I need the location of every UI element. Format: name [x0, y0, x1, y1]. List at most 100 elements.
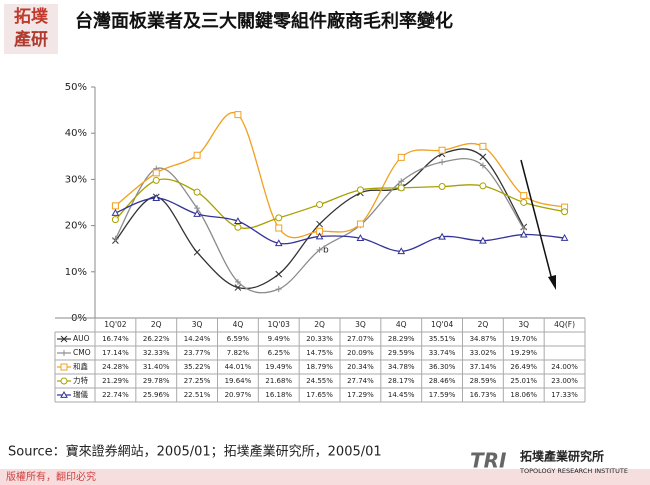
point — [439, 159, 446, 166]
table-value: 16.18% — [265, 391, 292, 399]
point — [234, 217, 242, 225]
table-value: 7.82% — [227, 349, 250, 357]
table-value: 21.29% — [102, 377, 129, 385]
y-tick-label: 10% — [65, 267, 87, 278]
point — [193, 188, 201, 196]
table-value: 19.29% — [510, 349, 537, 357]
legend-label: 瑞儀 — [73, 389, 88, 399]
table-value: 17.65% — [306, 391, 333, 399]
table-value: 33.02% — [470, 349, 497, 357]
series-line — [114, 157, 525, 294]
table-value: 19.64% — [225, 377, 252, 385]
x-tick-label: 4Q — [233, 320, 244, 329]
table-value: 20.09% — [347, 349, 374, 357]
table-value: 20.33% — [306, 335, 333, 343]
table-value: 18.79% — [306, 363, 333, 371]
point — [60, 335, 68, 343]
point — [356, 186, 364, 194]
table-value: 28.59% — [470, 377, 497, 385]
point — [234, 278, 241, 285]
x-tick-label: 3Q — [518, 320, 529, 329]
point — [152, 194, 161, 201]
point — [152, 169, 160, 177]
table-value: 35.51% — [429, 335, 456, 343]
table-value: 25.01% — [510, 377, 537, 385]
point — [112, 235, 119, 242]
x-tick-label: 4Q(F) — [554, 320, 575, 329]
x-tick-label: 1Q'02 — [104, 320, 127, 329]
annotation: b — [323, 246, 329, 256]
series-line — [115, 197, 565, 252]
point — [234, 223, 242, 231]
table-value: 21.68% — [265, 377, 292, 385]
table-value: 19.49% — [265, 363, 292, 371]
table-value: 17.59% — [429, 391, 456, 399]
table-value: 6.25% — [268, 349, 291, 357]
point — [193, 248, 201, 256]
table-value: 33.74% — [429, 349, 456, 357]
x-tick-label: 1Q'04 — [431, 320, 454, 329]
table-value: 20.97% — [225, 391, 252, 399]
table-value: 22.74% — [102, 391, 129, 399]
point — [560, 233, 569, 241]
point — [520, 192, 528, 200]
point — [398, 178, 405, 185]
point — [275, 224, 283, 232]
table-value: 24.55% — [306, 377, 333, 385]
point — [152, 176, 160, 184]
point — [561, 208, 569, 216]
point — [315, 232, 324, 240]
table-value: 44.01% — [225, 363, 252, 371]
arrow-head — [548, 275, 556, 290]
point — [275, 286, 282, 293]
point — [438, 183, 446, 190]
x-tick-label: 3Q — [355, 320, 366, 329]
table-value: 26.22% — [143, 335, 170, 343]
point — [60, 363, 68, 371]
point — [111, 208, 120, 216]
table-value: 36.30% — [429, 363, 456, 371]
table-value: 32.33% — [143, 349, 170, 357]
table-value: 31.40% — [143, 363, 170, 371]
point — [397, 153, 405, 161]
table-value: 14.24% — [184, 335, 211, 343]
point — [193, 151, 201, 159]
table-value: 16.73% — [470, 391, 497, 399]
table-value: 28.17% — [388, 377, 415, 385]
point — [397, 247, 406, 255]
y-tick-label: 40% — [65, 128, 87, 139]
source-note: Source：寶來證券網站，2005/01；拓墣產業研究所，2005/01 — [8, 444, 382, 460]
point — [479, 236, 487, 244]
table-value: 25.96% — [143, 391, 170, 399]
point — [111, 216, 119, 224]
series-line — [114, 178, 565, 229]
brand-mark: TRI — [470, 449, 507, 473]
table-value: 28.29% — [388, 335, 415, 343]
table-value: 20.34% — [347, 363, 374, 371]
x-tick-label: 2Q — [151, 320, 162, 329]
x-tick-label: 4Q — [396, 320, 407, 329]
footer-bar — [0, 469, 650, 485]
brand-name: 拓墣產業研究所 — [520, 449, 604, 464]
arrow — [520, 159, 553, 281]
logo-text: 拓墣 — [14, 7, 48, 27]
logo-box — [4, 4, 58, 54]
point — [479, 153, 487, 161]
point — [316, 220, 323, 228]
legend-label: AUO — [73, 334, 90, 343]
x-tick-label: 2Q — [314, 320, 325, 329]
point — [519, 230, 528, 238]
table-value: 14.75% — [306, 349, 333, 357]
y-tick-label: 50% — [65, 82, 87, 93]
table-value: 19.70% — [510, 335, 537, 343]
table-value: 28.46% — [429, 377, 456, 385]
y-tick-label: 20% — [65, 221, 87, 232]
legend-label: CMO — [73, 348, 91, 357]
x-tick-label: 2Q — [478, 320, 489, 329]
point — [356, 220, 364, 228]
logo-text: 產研 — [14, 29, 48, 50]
table-value: 35.22% — [184, 363, 211, 371]
table-value: 24.28% — [102, 363, 129, 371]
